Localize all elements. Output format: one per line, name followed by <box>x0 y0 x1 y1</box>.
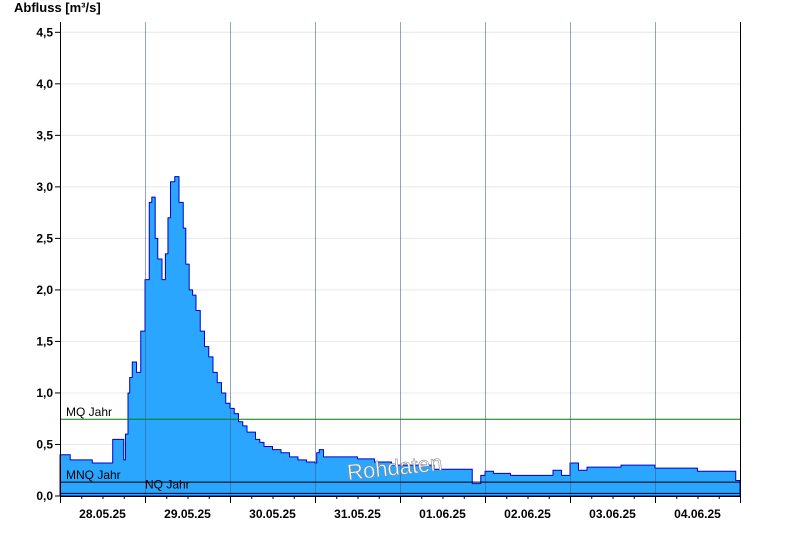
x-tick-label: 31.05.25 <box>334 507 381 521</box>
x-tick-labels: 28.05.25 29.05.25 30.05.25 31.05.25 01.06.25… <box>79 507 721 521</box>
y-tick-label: 3,5 <box>36 128 53 142</box>
series-layer <box>59 22 741 497</box>
y-tick-label: 1,0 <box>36 386 53 400</box>
x-tick-label: 01.06.25 <box>419 507 466 521</box>
y-tick-label: 4,0 <box>36 77 53 91</box>
y-tick-label: 0,5 <box>36 437 53 451</box>
y-tick-label: 4,5 <box>36 25 53 39</box>
x-tick-label: 03.06.25 <box>589 507 636 521</box>
y-tick-label: 2,0 <box>36 283 53 297</box>
reference-lines: MQ Jahr MNQ Jahr NQ Jahr <box>60 405 740 494</box>
x-tick-label: 30.05.25 <box>249 507 296 521</box>
reference-line-label: MQ Jahr <box>66 405 112 419</box>
axes <box>55 22 741 503</box>
reference-line-label: MNQ Jahr <box>66 468 121 482</box>
y-tick-label: 3,0 <box>36 180 53 194</box>
x-tick-label: 04.06.25 <box>674 507 721 521</box>
y-tick-label: 1,5 <box>36 334 53 348</box>
y-tick-label: 0,0 <box>36 489 53 503</box>
reference-line-label: NQ Jahr <box>145 477 190 491</box>
y-tick-label: 2,5 <box>36 231 53 245</box>
y-axis-label: Abfluss [m³/s] <box>14 0 101 15</box>
x-tick-label: 02.06.25 <box>504 507 551 521</box>
x-tick-label: 28.05.25 <box>79 507 126 521</box>
y-tick-labels: 0,0 0,5 1,0 1,5 2,0 2,5 3,0 3,5 4,0 4,5 <box>36 25 53 503</box>
x-tick-label: 29.05.25 <box>164 507 211 521</box>
